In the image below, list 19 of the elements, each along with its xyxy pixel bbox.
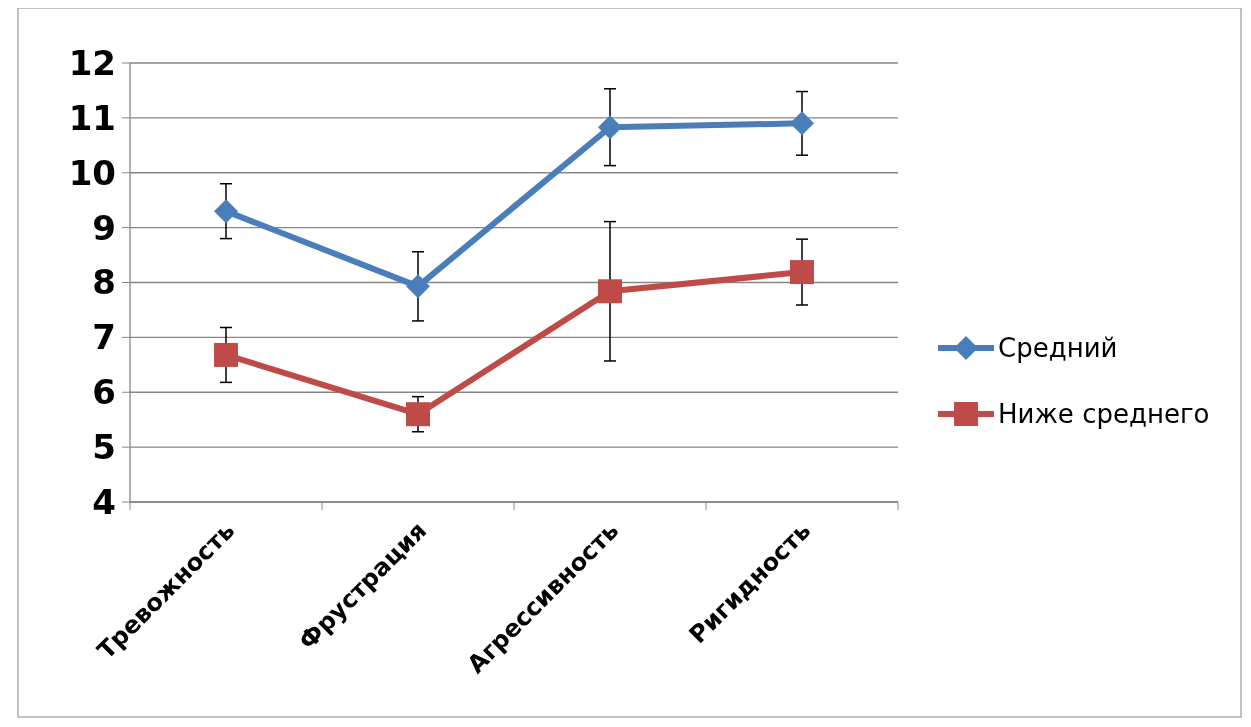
- point: [214, 199, 238, 224]
- point: [598, 115, 622, 140]
- point: [598, 279, 622, 304]
- y-tick-label: 6: [92, 372, 116, 413]
- point: [214, 342, 238, 367]
- point: [790, 260, 814, 285]
- point: [406, 274, 430, 299]
- legend-label: Ниже среднего: [998, 399, 1210, 430]
- y-tick-label: 11: [68, 97, 116, 138]
- y-tick-label: 9: [92, 207, 116, 248]
- point: [406, 402, 430, 427]
- y-tick-label: 8: [92, 262, 116, 303]
- y-tick-label: 7: [92, 317, 116, 358]
- y-tick-label: 12: [68, 42, 116, 83]
- point: [790, 111, 814, 136]
- y-tick-label: 4: [92, 481, 116, 522]
- y-tick-label: 10: [68, 152, 116, 193]
- y-tick-label: 5: [92, 427, 116, 468]
- legend-label: Средний: [998, 333, 1118, 364]
